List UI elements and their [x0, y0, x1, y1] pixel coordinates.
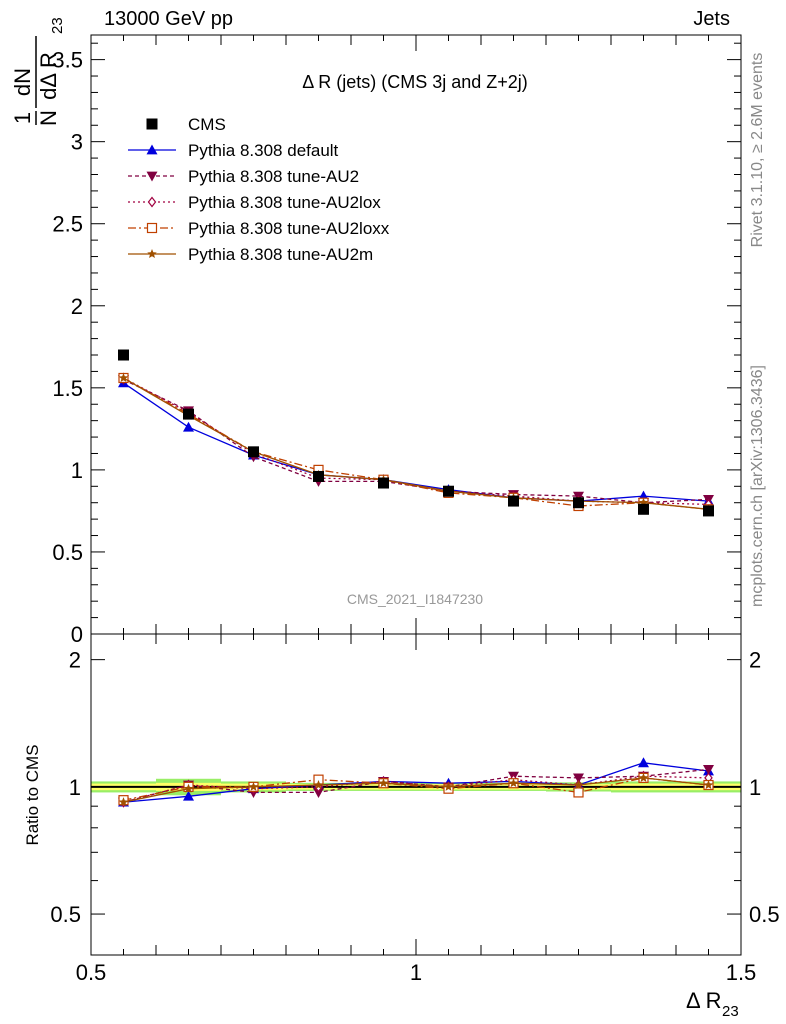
y-tick-label: 0.5	[52, 540, 83, 565]
ratio-series-0-point	[183, 790, 194, 801]
legend-label: Pythia 8.308 default	[188, 141, 339, 160]
ratio-series-0-point	[638, 757, 649, 768]
header-energy-label: 13000 GeV pp	[104, 8, 233, 30]
y-tick-label: 0	[71, 622, 83, 647]
ratio-series-line-0	[123, 762, 709, 803]
main-series-line-4	[123, 377, 709, 510]
cms-data-point	[573, 497, 584, 509]
ratio-series-4-point	[508, 778, 519, 788]
y-axis-label-part: 1	[10, 112, 35, 124]
ratio-series-1-point	[703, 764, 714, 775]
ratio-y-tick-label: 2	[69, 648, 81, 673]
cms-data-point	[703, 505, 714, 517]
ratio-series-4-point	[378, 778, 389, 788]
ratio-y-tick-label-right: 1	[749, 775, 761, 800]
ratio-y-tick-label: 1	[69, 775, 81, 800]
y-tick-label: 1	[71, 458, 83, 483]
analysis-watermark: CMS_2021_I1847230	[347, 591, 483, 607]
legend-label: Pythia 8.308 tune-AU2loxx	[188, 219, 390, 238]
legend-marker	[146, 222, 158, 234]
main-series-4-point	[118, 372, 129, 383]
ratio-series-4-point	[443, 781, 454, 791]
y-tick-label: 2.5	[52, 212, 83, 237]
y-axis-label-part: dN	[10, 68, 35, 96]
legend-marker	[146, 118, 158, 130]
y-tick-label: 2	[71, 294, 83, 319]
legend-label: CMS	[188, 115, 226, 134]
ratio-series-4-point	[638, 772, 649, 782]
main-series-line-0	[123, 382, 709, 502]
legend-label: Pythia 8.308 tune-AU2lox	[188, 193, 381, 212]
rivet-version-label: Rivet 3.1.10, ≥ 2.6M events	[749, 53, 766, 248]
ratio-series-line-2	[123, 775, 709, 803]
ratio-series-4-point	[313, 780, 324, 790]
cms-data-point	[183, 408, 194, 420]
y-axis-label-part: dΔ R	[36, 52, 61, 100]
ratio-series-4-point	[573, 780, 584, 790]
ratio-series-3-point	[573, 787, 584, 798]
cms-data-point	[378, 477, 389, 489]
legend-label: Pythia 8.308 tune-AU2m	[188, 245, 373, 264]
ratio-y-tick-label: 0.5	[50, 902, 81, 927]
cms-data-point	[443, 485, 454, 497]
main-series-line-3	[123, 377, 709, 510]
ratio-y-tick-label-right: 2	[749, 648, 761, 673]
y-tick-label: 1.5	[52, 376, 83, 401]
main-series-0-point	[183, 421, 194, 432]
cms-data-point	[118, 349, 129, 361]
cms-data-point	[248, 446, 259, 458]
ratio-y-axis-label: Ratio to CMS	[23, 744, 42, 845]
x-tick-label: 0.5	[76, 960, 107, 985]
ratio-series-line-4	[123, 777, 709, 803]
main-series-4-point	[638, 497, 649, 507]
x-axis-label: Δ R	[686, 988, 721, 1013]
legend-label: Pythia 8.308 tune-AU2	[188, 167, 359, 186]
plot-title: Δ R (jets) (CMS 3j and Z+2j)	[302, 72, 528, 92]
mcplots-credit-label: mcplots.cern.ch [arXiv:1306.3436]	[749, 365, 766, 607]
ratio-series-4-point	[118, 797, 129, 807]
ratio-series-4-point	[703, 780, 714, 790]
cms-data-point	[638, 503, 649, 515]
legend-marker	[147, 249, 157, 259]
ratio-series-1-point	[313, 788, 324, 798]
x-tick-label: 1	[410, 960, 422, 985]
ratio-y-tick-label-right: 0.5	[749, 902, 780, 927]
ratio-series-line-3	[123, 777, 709, 801]
y-axis-label-part: N	[36, 110, 61, 126]
y-tick-label: 3	[71, 130, 83, 155]
ratio-series-1-point	[573, 773, 584, 784]
cms-data-point	[313, 470, 324, 482]
ratio-series-4-point	[183, 783, 194, 793]
legend-marker	[146, 144, 158, 155]
legend-marker	[147, 196, 157, 208]
legend-marker	[146, 171, 158, 182]
x-tick-label: 1.5	[726, 960, 757, 985]
x-axis-label-sub: 23	[722, 1003, 739, 1020]
y-tick-label: 3.5	[52, 48, 83, 73]
header-process-label: Jets	[693, 8, 730, 30]
ratio-series-4-point	[248, 781, 259, 791]
main-series-line-1	[123, 379, 709, 504]
cms-data-point	[508, 495, 519, 507]
y-axis-label: 1 NdN dΔ R 23	[10, 17, 66, 126]
y-axis-label-part: 23	[49, 17, 66, 34]
